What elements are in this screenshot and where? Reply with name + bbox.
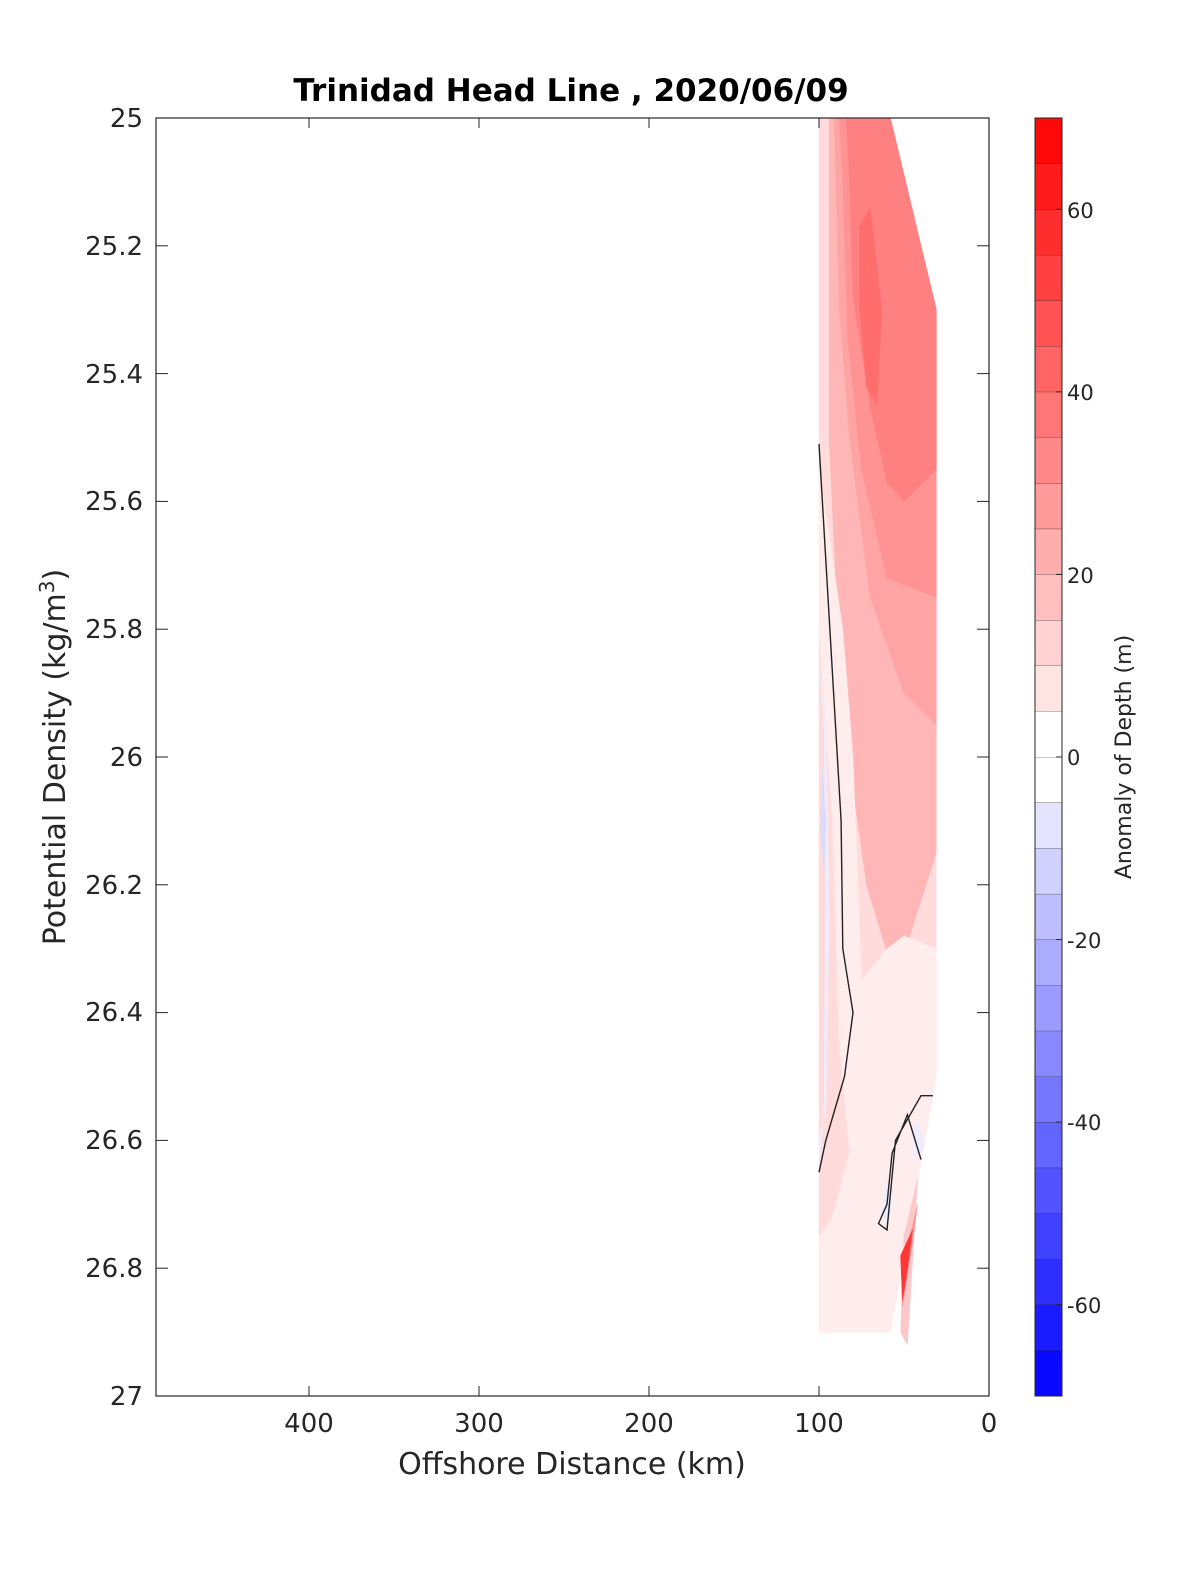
- colorbar-swatch: [1035, 848, 1062, 894]
- tick-mark-layer: [156, 117, 990, 1397]
- colorbar-swatch: [1035, 346, 1062, 392]
- zero-contour-line: [877, 1094, 933, 1232]
- y-tick-label: 26.6: [85, 1126, 143, 1156]
- colorbar-tick-label: 60: [1067, 199, 1094, 223]
- x-tick-label: 200: [624, 1409, 674, 1439]
- colorbar-swatch: [1035, 1350, 1062, 1396]
- y-axis-label: Potential Density (kg/m3): [35, 569, 73, 945]
- colorbar-swatch: [1035, 1304, 1062, 1351]
- y-tick-label: 25.6: [85, 487, 143, 517]
- colorbar-tick-label: 40: [1067, 381, 1094, 405]
- y-axis-label-superscript: 3: [35, 580, 59, 593]
- zero-contour-line: [818, 443, 854, 1173]
- colorbar-swatch: [1035, 985, 1062, 1031]
- colorbar-swatch: [1035, 574, 1062, 621]
- contour-line-layer: [818, 443, 933, 1232]
- y-tick-label: 25: [110, 104, 143, 134]
- x-tick-label: 300: [454, 1409, 504, 1439]
- colorbar-swatch: [1035, 757, 1062, 803]
- y-tick-label: 26.8: [85, 1254, 143, 1284]
- colorbar-swatch: [1035, 620, 1062, 666]
- x-axis-label: Offshore Distance (km): [398, 1447, 746, 1482]
- y-tick-label: 25.4: [85, 360, 143, 390]
- colorbar-swatch: [1035, 1259, 1062, 1305]
- colorbar-tick-label: 20: [1067, 564, 1094, 588]
- y-tick-label: 25.8: [85, 615, 143, 645]
- colorbar-swatch: [1035, 209, 1062, 255]
- colorbar-swatch: [1035, 665, 1062, 712]
- colorbar-tick-label: -40: [1067, 1111, 1101, 1135]
- contour-fill-layer: [818, 117, 937, 1346]
- colorbar: 60 40 20 0 -20 -40 -60 Anomaly of Depth …: [1034, 117, 1137, 1397]
- contour-region-55: [900, 1229, 913, 1301]
- contour-region-40: [859, 206, 883, 407]
- colorbar-swatch: [1035, 939, 1062, 986]
- colorbar-swatch: [1035, 118, 1062, 164]
- plot-area: [155, 117, 990, 1397]
- colorbar-label: Anomaly of Depth (m): [1112, 635, 1137, 879]
- colorbar-tick-labels: 60 40 20 0 -20 -40 -60: [1067, 199, 1101, 1318]
- y-tick-label: 26.4: [85, 998, 143, 1028]
- colorbar-tick-label: -20: [1067, 929, 1101, 953]
- colorbar-swatch: [1035, 300, 1062, 347]
- y-tick-label: 27: [110, 1382, 143, 1412]
- colorbar-swatch: [1035, 1122, 1062, 1168]
- colorbar-swatch: [1035, 1167, 1062, 1214]
- x-tick-label: 400: [284, 1409, 334, 1439]
- x-tick-label: 100: [794, 1409, 844, 1439]
- y-axis-label-close: ): [38, 569, 73, 581]
- colorbar-swatch: [1035, 1213, 1062, 1260]
- colorbar-tick-label: 0: [1067, 746, 1080, 770]
- colorbar-tick-marks: [1056, 208, 1062, 1306]
- colorbar-swatch: [1035, 893, 1062, 940]
- negative-region-10: [820, 769, 827, 873]
- colorbar-swatch: [1035, 163, 1062, 210]
- colorbar-swatches: [1035, 117, 1062, 1396]
- colorbar-swatch: [1035, 711, 1062, 757]
- y-axis-tick-labels: 25 25.2 25.4 25.6 25.8 26 26.2 26.4 26.6…: [85, 104, 143, 1412]
- colorbar-swatch: [1035, 802, 1062, 849]
- colorbar-swatch: [1035, 528, 1062, 575]
- colorbar-tick-label: -60: [1067, 1294, 1101, 1318]
- y-tick-label: 26: [110, 743, 143, 773]
- colorbar-swatch: [1035, 483, 1062, 529]
- y-tick-label: 25.2: [85, 232, 143, 262]
- colorbar-frame: [1034, 117, 1063, 1397]
- x-tick-label: 0: [981, 1409, 998, 1439]
- colorbar-swatch: [1035, 1030, 1062, 1077]
- colorbar-swatch: [1035, 254, 1062, 301]
- negative-region-5: [912, 1120, 925, 1161]
- colorbar-swatch: [1035, 391, 1062, 438]
- y-tick-label: 26.2: [85, 871, 143, 901]
- chart-title: Trinidad Head Line , 2020/06/09: [293, 73, 848, 109]
- colorbar-swatch: [1035, 1076, 1062, 1123]
- colorbar-swatch: [1035, 437, 1062, 484]
- y-axis-label-text: Potential Density (kg/m: [38, 593, 73, 945]
- x-axis-tick-labels: 400 300 200 100 0: [284, 1409, 997, 1439]
